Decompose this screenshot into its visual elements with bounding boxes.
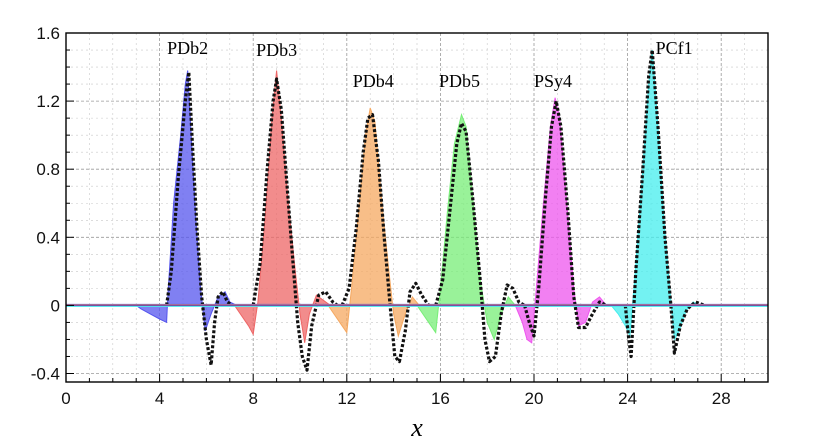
x-tick-label: 8 bbox=[248, 389, 257, 408]
reference-curve-psy4 bbox=[523, 99, 608, 338]
x-tick-label: 4 bbox=[155, 389, 164, 408]
x-tick-label: 16 bbox=[431, 389, 450, 408]
reference-curve-pdb3 bbox=[251, 77, 339, 372]
reference-curves bbox=[165, 48, 706, 372]
y-tick-label: 0.4 bbox=[36, 228, 60, 247]
x-axis-title: x bbox=[410, 413, 423, 442]
x-tick-label: 0 bbox=[61, 389, 70, 408]
reference-curve-pcf1 bbox=[623, 48, 706, 359]
baseline-lines bbox=[66, 303, 768, 307]
series-label-pdb5: PDb5 bbox=[439, 71, 480, 91]
y-tick-label: 0 bbox=[51, 296, 60, 315]
x-tick-label: 28 bbox=[712, 389, 731, 408]
x-tick-label: 20 bbox=[525, 389, 544, 408]
reference-curve-pdb2 bbox=[165, 70, 234, 367]
series-areas bbox=[135, 49, 701, 344]
series-label-pdb2: PDb2 bbox=[167, 38, 208, 58]
axis-ticks: 0 4 8 12 16 20 24 28-0.400.40.81.21.6 bbox=[31, 24, 769, 408]
series-label-pdb3: PDb3 bbox=[256, 40, 297, 60]
series-area-pdb3 bbox=[234, 70, 331, 343]
x-tick-label: 24 bbox=[618, 389, 637, 408]
series-label-pdb4: PDb4 bbox=[353, 71, 394, 91]
series-label-psy4: PSy4 bbox=[534, 71, 572, 91]
series-label-pcf1: PCf1 bbox=[656, 38, 693, 58]
y-tick-label: 1.2 bbox=[36, 92, 60, 111]
y-tick-label: 1.6 bbox=[36, 24, 60, 43]
series-area-pdb4 bbox=[327, 107, 420, 338]
reference-curve-pdb5 bbox=[434, 121, 526, 364]
series-labels: PDb2 PDb3 PDb4 PDb5 PSy4 PCf1 bbox=[167, 38, 693, 91]
x-tick-label: 12 bbox=[337, 389, 356, 408]
y-tick-label: -0.4 bbox=[31, 364, 60, 383]
reference-curve-pdb4 bbox=[340, 113, 431, 364]
series-area-pdb2 bbox=[135, 70, 238, 332]
y-tick-label: 0.8 bbox=[36, 160, 60, 179]
